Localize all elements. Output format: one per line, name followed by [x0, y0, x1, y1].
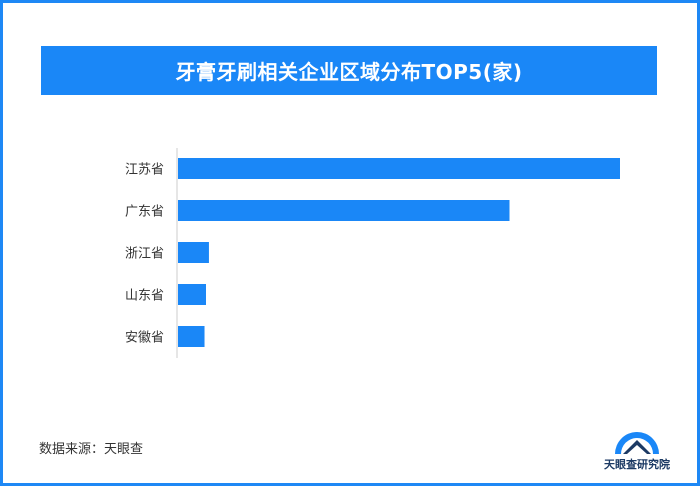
bar-4: [178, 326, 205, 347]
logo-mark-icon: [615, 432, 659, 454]
tianyancha-logo: 天眼查研究院: [597, 418, 677, 476]
chart-title: 牙膏牙刷相关企业区域分布TOP5(家): [175, 60, 523, 84]
bar-1: [178, 200, 510, 221]
bars-group: [178, 158, 620, 347]
category-label-4: 安徽省: [125, 331, 164, 346]
category-label-0: 江苏省: [125, 162, 164, 178]
bar-3: [178, 284, 206, 305]
bar-0: [178, 158, 620, 179]
category-label-1: 广东省: [125, 205, 164, 220]
logo-text: 天眼查研究院: [604, 458, 670, 471]
data-source-note: 数据来源：天眼查: [39, 442, 144, 457]
bar-2: [178, 242, 209, 263]
category-label-3: 山东省: [125, 289, 164, 304]
title-banner: 牙膏牙刷相关企业区域分布TOP5(家): [41, 46, 657, 95]
category-label-2: 浙江省: [125, 247, 164, 262]
